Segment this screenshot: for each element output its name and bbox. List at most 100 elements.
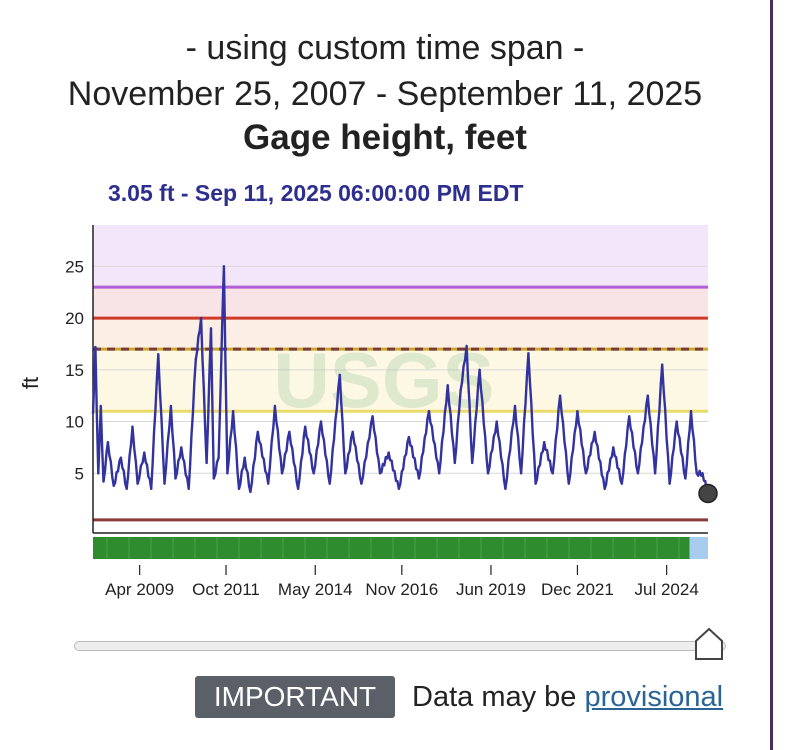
data-point: [280, 472, 284, 475]
data-point: [593, 430, 596, 434]
data-point: [222, 265, 226, 268]
data-point: [459, 389, 462, 392]
y-tick-label: 5: [75, 464, 84, 483]
data-point: [273, 404, 277, 408]
gage-height-line: [91, 265, 710, 494]
provisional-note-text: Data may be: [412, 681, 585, 713]
time-range-slider-handle[interactable]: [694, 628, 724, 660]
data-point: [304, 425, 307, 428]
data-point: [97, 472, 100, 475]
data-point: [119, 456, 123, 459]
data-point: [513, 404, 517, 408]
data-point: [397, 487, 401, 490]
data-point: [636, 472, 640, 475]
chart-title: Gage height, feet: [243, 118, 527, 157]
data-point: [646, 394, 650, 397]
data-point: [99, 404, 102, 408]
hydrograph-chart[interactable]: USGS 5 10 15 20 25 ft Apr 2009 Oct 2011 May 20…: [0, 215, 770, 615]
data-point: [243, 456, 246, 459]
data-point: [174, 477, 177, 480]
stage-bands: [93, 225, 708, 412]
data-point: [149, 487, 153, 490]
data-point: [288, 430, 291, 434]
data-point: [237, 487, 241, 490]
time-range-slider-track[interactable]: [74, 641, 726, 651]
x-tick-label: Apr 2009: [105, 580, 174, 599]
data-point: [567, 482, 571, 485]
data-point: [417, 477, 421, 480]
x-tick-label: Jun 2019: [456, 580, 526, 599]
x-tick-label: Oct 2011: [192, 580, 260, 599]
data-point: [205, 461, 208, 465]
data-point: [102, 480, 105, 483]
data-point: [199, 316, 203, 320]
provisional-note: Data may be provisional: [412, 676, 723, 718]
provisional-link[interactable]: provisional: [584, 681, 724, 713]
minor-flood-band: [93, 318, 708, 350]
data-point: [695, 472, 698, 475]
latest-value-marker[interactable]: [698, 483, 718, 504]
data-point: [112, 484, 115, 487]
y-tick-label: 20: [65, 309, 84, 328]
data-point: [534, 482, 537, 485]
data-point: [543, 441, 546, 444]
data-point: [212, 477, 216, 480]
data-point: [319, 420, 323, 423]
data-point: [378, 472, 382, 475]
data-point: [217, 456, 220, 459]
y-tick-label: 15: [65, 361, 84, 380]
data-point: [338, 373, 341, 377]
data-point: [387, 451, 390, 454]
data-point: [94, 345, 97, 349]
data-point: [131, 425, 134, 428]
data-point: [169, 404, 173, 408]
data-point: [684, 477, 687, 480]
data-point: [453, 461, 457, 465]
data-point: [437, 472, 441, 475]
data-point: [446, 384, 449, 387]
data-point: [465, 344, 468, 348]
data-point: [551, 472, 554, 475]
data-point: [256, 430, 260, 434]
data-point: [701, 472, 704, 475]
x-tick-label: Dec 2021: [541, 580, 614, 599]
data-point: [180, 446, 183, 449]
data-point: [620, 482, 624, 485]
data-point: [689, 410, 693, 413]
data-point: [194, 358, 197, 361]
data-point: [296, 487, 300, 490]
data-point: [495, 420, 498, 423]
data-point: [603, 487, 606, 490]
data-point: [661, 363, 664, 366]
moderate-flood-band: [93, 287, 708, 319]
data-point: [143, 451, 146, 454]
important-badge: IMPORTANT: [195, 676, 395, 718]
data-point: [209, 327, 213, 330]
data-point: [351, 430, 354, 434]
axes: [92, 225, 708, 534]
data-point: [226, 472, 229, 475]
data-point: [163, 482, 166, 485]
x-tick-label: Jul 2024: [635, 580, 699, 599]
data-point: [267, 482, 270, 485]
data-point: [360, 482, 363, 485]
data-point: [407, 435, 411, 439]
y-tick-label: 25: [65, 257, 84, 276]
data-point: [371, 415, 374, 418]
data-point: [231, 410, 235, 413]
gage-height-series: [91, 265, 718, 504]
data-point: [627, 415, 631, 418]
major-flood-band: [93, 225, 708, 288]
time-span-label: - using custom time span -: [185, 29, 585, 67]
data-point: [519, 472, 523, 475]
x-tick-labels: Apr 2009 Oct 2011 May 2014 Nov 2016 Jun 2019…: [105, 565, 699, 599]
data-point: [668, 482, 671, 485]
latest-reading: 3.05 ft - Sep 11, 2025 06:00:00 PM EDT: [108, 180, 524, 206]
provisional-data-bar: [689, 537, 708, 559]
data-point: [675, 420, 678, 423]
approved-data-bar: [93, 537, 690, 559]
data-point: [584, 472, 588, 475]
x-tick-label: Nov 2016: [365, 580, 438, 599]
data-point: [344, 472, 347, 475]
data-point: [576, 410, 579, 413]
